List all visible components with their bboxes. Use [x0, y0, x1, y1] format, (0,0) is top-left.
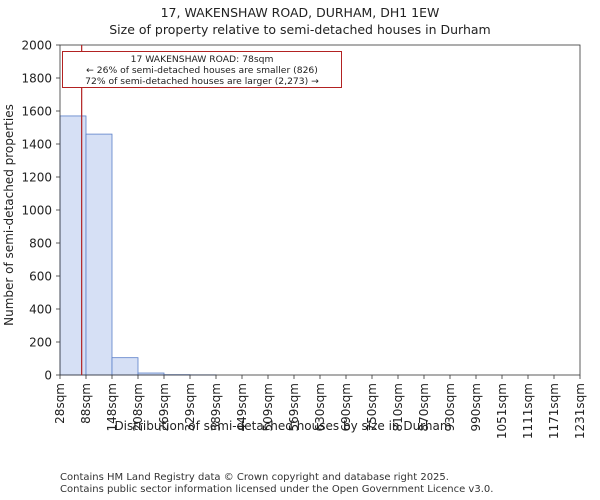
y-tick-label: 1200 [21, 171, 52, 185]
plot-frame [59, 44, 581, 376]
annotation-larger: 72% of semi-detached houses are larger (… [85, 76, 319, 87]
y-tick-label: 600 [29, 270, 52, 284]
x-tick-label: 449sqm [235, 383, 249, 431]
y-tick-label: 800 [29, 237, 52, 251]
y-tick-label: 0 [44, 369, 52, 383]
y-tick-label: 200 [29, 336, 52, 350]
y-tick-label: 400 [29, 303, 52, 317]
x-tick-label: 269sqm [157, 383, 171, 431]
bar-88sqm [85, 133, 113, 376]
y-axis: 0 200 400 600 800 1000 1200 1400 1600 1800 2000 [21, 39, 60, 383]
x-tick-label: 990sqm [469, 383, 483, 431]
x-tick-label: 208sqm [131, 383, 145, 431]
x-tick-label: 88sqm [79, 383, 93, 424]
x-tick-label: 1111sqm [521, 383, 535, 439]
x-tick-label: 329sqm [183, 383, 197, 431]
footer-licence: Contains public sector information licen… [60, 484, 494, 495]
x-tick-label: 148sqm [105, 383, 119, 431]
x-tick-label: 509sqm [261, 383, 275, 431]
bar-148sqm [111, 357, 139, 376]
y-axis-label: Number of semi-detached properties [2, 104, 16, 326]
x-tick-label: 569sqm [287, 383, 301, 431]
x-tick-label: 630sqm [313, 383, 327, 431]
x-tick-label: 810sqm [391, 383, 405, 431]
x-tick-label: 690sqm [339, 383, 353, 431]
y-tick-label: 1800 [21, 72, 52, 86]
x-tick-label: 1051sqm [495, 383, 509, 439]
y-tick-label: 1400 [21, 138, 52, 152]
x-tick-label: 750sqm [365, 383, 379, 431]
title-subtitle: Size of property relative to semi-detach… [109, 22, 491, 37]
x-tick-label: 1231sqm [573, 383, 587, 439]
annotation-smaller: ← 26% of semi-detached houses are smalle… [86, 65, 318, 76]
x-tick-label: 870sqm [417, 383, 431, 431]
annotation-box: 17 WAKENSHAW ROAD: 78sqm ← 26% of semi-d… [62, 51, 342, 88]
bars-group [59, 115, 217, 376]
x-tick-label: 28sqm [53, 383, 67, 424]
x-axis-label: Distribution of semi-detached houses by … [114, 419, 451, 433]
y-tick-label: 1600 [21, 105, 52, 119]
x-tick-label: 1171sqm [547, 383, 561, 439]
annotation-title: 17 WAKENSHAW ROAD: 78sqm [130, 54, 274, 65]
y-tick-label: 1000 [21, 204, 52, 218]
footer-copyright: Contains HM Land Registry data © Crown c… [60, 472, 449, 483]
x-tick-label: 389sqm [209, 383, 223, 431]
chart-title: 17, WAKENSHAW ROAD, DURHAM, DH1 1EW Size… [0, 4, 600, 38]
x-tick-label: 930sqm [443, 383, 457, 431]
y-tick-label: 2000 [21, 39, 52, 53]
title-address: 17, WAKENSHAW ROAD, DURHAM, DH1 1EW [160, 5, 440, 20]
x-axis: 28sqm 88sqm 148sqm 208sqm 269sqm 329sqm 389sqm… [53, 375, 587, 439]
